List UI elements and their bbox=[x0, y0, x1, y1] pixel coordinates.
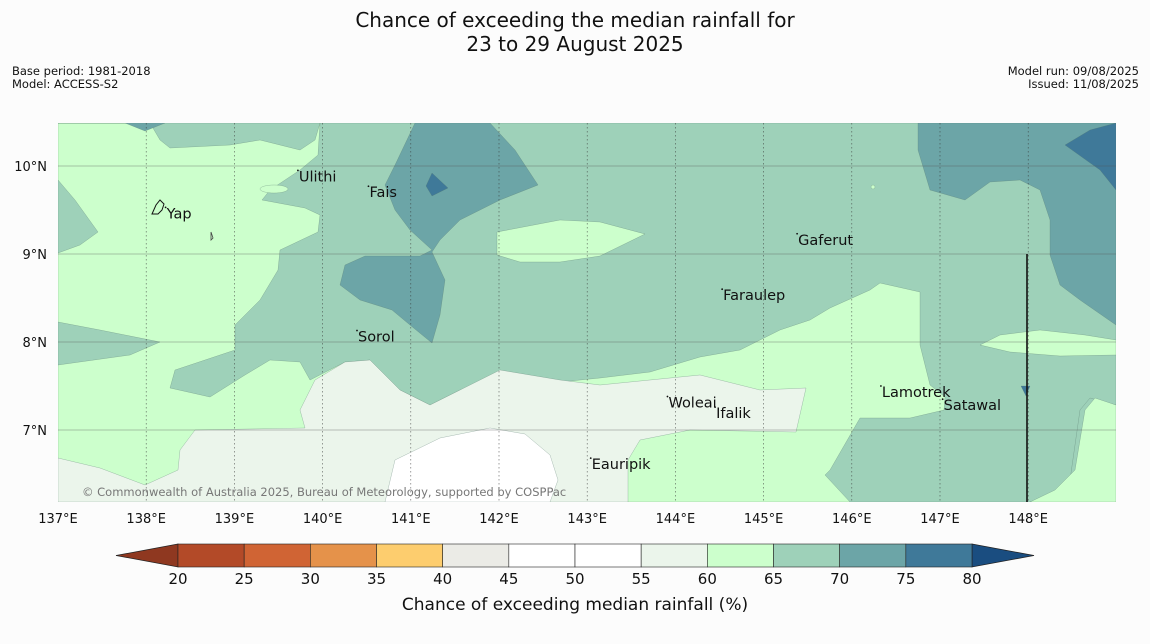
band-60-65-islet bbox=[259, 184, 289, 194]
colorbar-tick-label: 50 bbox=[565, 570, 584, 588]
island-marker bbox=[666, 395, 669, 398]
colorbar-bin bbox=[177, 543, 245, 568]
latitude-tick-label: 7°N bbox=[23, 424, 48, 439]
band-65-70-west bbox=[58, 123, 321, 151]
place-label: Woleai bbox=[668, 396, 716, 412]
band-65-70-west-lobe bbox=[58, 179, 99, 254]
issued-date: Issued: 11/08/2025 bbox=[1028, 77, 1139, 91]
graticule bbox=[58, 123, 1116, 502]
colorbar-bin bbox=[243, 543, 311, 568]
place-label: Fais bbox=[369, 185, 396, 201]
longitude-tick-label: 137°E bbox=[38, 512, 78, 527]
colorbar-over-arrow bbox=[971, 543, 1035, 568]
longitude-tick-label: 139°E bbox=[215, 512, 255, 527]
base-period: Base period: 1981-2018 bbox=[12, 64, 151, 78]
place-label: Lamotrek bbox=[882, 385, 951, 401]
island-marker bbox=[367, 185, 370, 188]
colorbar-bin bbox=[707, 543, 774, 568]
title-line-1: Chance of exceeding the median rainfall … bbox=[355, 8, 795, 32]
band-60-65-central-pocket bbox=[496, 219, 646, 263]
island-marker bbox=[796, 232, 799, 235]
band-45-55-south bbox=[384, 427, 559, 502]
island-marker bbox=[714, 406, 716, 409]
longitude-labels: 137°E 138°E 139°E 140°E 141°E 142°E 143°E 144°E… bbox=[38, 512, 1048, 527]
colorbar: 20 25 30 35 40 45 50 55 60 65 70 75 80 bbox=[115, 543, 1035, 588]
place-labels: Yap Ulithi Fais Gaferut Faraulep Sorol WoleaiI… bbox=[164, 169, 1001, 473]
model-run-date: Model run: 09/08/2025 bbox=[1007, 64, 1139, 78]
band-70-75-central bbox=[339, 123, 539, 344]
colorbar-bin bbox=[442, 543, 510, 568]
latitude-tick-label: 8°N bbox=[23, 336, 48, 351]
colorbar-tick-label: 60 bbox=[698, 570, 717, 588]
latitude-tick-label: 10°N bbox=[14, 160, 47, 175]
colorbar-bin bbox=[640, 543, 708, 568]
place-label: Ulithi bbox=[299, 169, 337, 185]
model-info: Base period: 1981-2018 Model: ACCESS-S2 bbox=[12, 65, 151, 91]
colorbar-tick-label: 25 bbox=[235, 570, 254, 588]
colorbar-tick-label: 35 bbox=[367, 570, 386, 588]
island-marker bbox=[297, 169, 299, 172]
place-label: Satawal bbox=[944, 398, 1001, 414]
longitude-tick-label: 141°E bbox=[391, 512, 431, 527]
copyright-notice: © Commonwealth of Australia 2025, Bureau… bbox=[82, 485, 566, 499]
colorbar-bin bbox=[310, 543, 377, 568]
colorbar-bin bbox=[574, 543, 642, 568]
yap-island-outline bbox=[151, 199, 165, 215]
longitude-tick-label: 146°E bbox=[832, 512, 872, 527]
band-60-65-islet-2 bbox=[870, 184, 876, 190]
place-label: Sorol bbox=[358, 330, 395, 346]
band-70-75-east bbox=[917, 123, 1116, 326]
run-info: Model run: 09/08/2025 Issued: 11/08/2025 bbox=[1008, 65, 1139, 91]
islet-outline bbox=[210, 231, 214, 241]
island-marker bbox=[589, 457, 592, 460]
place-label: Eauripik bbox=[592, 457, 651, 473]
island-marker bbox=[721, 288, 724, 291]
island-outlines bbox=[151, 199, 214, 241]
colorbar-bin bbox=[376, 543, 443, 568]
band-55-60-south bbox=[58, 359, 807, 502]
colorbar-under-arrow bbox=[115, 543, 179, 568]
place-label: Ifalik bbox=[716, 406, 751, 422]
longitude-tick-label: 145°E bbox=[744, 512, 784, 527]
band-70-75-north-tip bbox=[124, 123, 166, 132]
longitude-tick-label: 143°E bbox=[567, 512, 607, 527]
latitude-labels: 10°N 9°N 8°N 7°N bbox=[14, 160, 47, 439]
colorbar-bin bbox=[905, 543, 973, 568]
longitude-tick-label: 140°E bbox=[303, 512, 343, 527]
place-label: Gaferut bbox=[798, 233, 853, 249]
title-line-2: 23 to 29 August 2025 bbox=[466, 32, 684, 56]
colorbar-tick-label: 30 bbox=[301, 570, 320, 588]
colorbar-tick-label: 80 bbox=[962, 570, 981, 588]
colorbar-tick-label: 55 bbox=[632, 570, 651, 588]
colorbar-tick-label: 65 bbox=[764, 570, 783, 588]
colorbar-bin bbox=[773, 543, 840, 568]
colorbar-bin bbox=[839, 543, 907, 568]
model-name: Model: ACCESS-S2 bbox=[12, 77, 119, 91]
place-label: Faraulep bbox=[723, 288, 785, 304]
island-marker bbox=[356, 329, 358, 332]
colorbar-label: Chance of exceeding median rainfall (%) bbox=[402, 595, 748, 615]
colorbar-bin bbox=[508, 543, 576, 568]
band-65-70-sw-lobe bbox=[58, 321, 161, 366]
colorbar-tick-label: 40 bbox=[433, 570, 452, 588]
island-marker bbox=[880, 385, 882, 387]
longitude-tick-label: 138°E bbox=[126, 512, 166, 527]
colorbar-tick-label: 20 bbox=[168, 570, 187, 588]
colorbar-tick-label: 70 bbox=[830, 570, 849, 588]
colorbar-tick-label: 45 bbox=[499, 570, 518, 588]
longitude-tick-label: 142°E bbox=[479, 512, 519, 527]
latitude-tick-label: 9°N bbox=[23, 248, 48, 263]
longitude-tick-label: 147°E bbox=[920, 512, 960, 527]
band-60-65-se-corner bbox=[1029, 397, 1116, 502]
band-75-80-central bbox=[425, 172, 449, 197]
longitude-tick-label: 148°E bbox=[1008, 512, 1048, 527]
place-label: Yap bbox=[166, 206, 192, 222]
map-title: Chance of exceeding the median rainfall … bbox=[0, 8, 1150, 56]
colorbar-tick-label: 75 bbox=[896, 570, 915, 588]
longitude-tick-label: 144°E bbox=[656, 512, 696, 527]
island-marker bbox=[164, 206, 167, 209]
island-marker bbox=[941, 398, 944, 401]
